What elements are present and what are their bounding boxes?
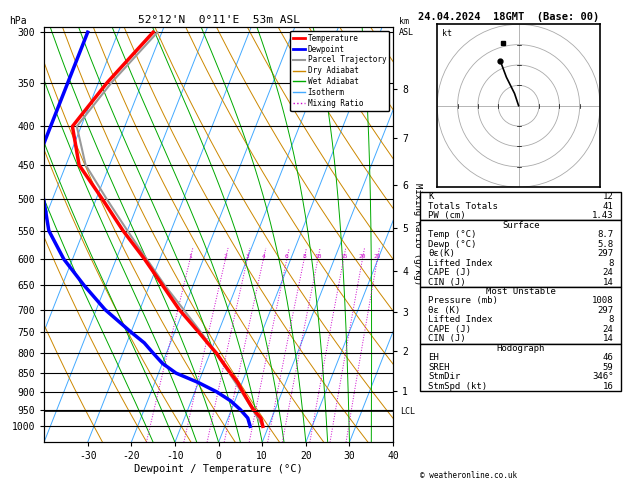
Text: Surface: Surface <box>502 221 540 230</box>
Text: Totals Totals: Totals Totals <box>428 202 498 211</box>
Text: 346°: 346° <box>592 372 613 382</box>
Text: CIN (J): CIN (J) <box>428 334 466 344</box>
Text: Temp (°C): Temp (°C) <box>428 230 477 239</box>
Text: θε(K): θε(K) <box>428 249 455 258</box>
Text: Lifted Index: Lifted Index <box>428 315 493 325</box>
Text: Pressure (mb): Pressure (mb) <box>428 296 498 306</box>
Text: θε (K): θε (K) <box>428 306 460 315</box>
Text: © weatheronline.co.uk: © weatheronline.co.uk <box>420 471 517 480</box>
Text: 24: 24 <box>603 325 613 334</box>
Text: 1: 1 <box>188 254 192 259</box>
Text: 297: 297 <box>598 306 613 315</box>
Text: SREH: SREH <box>428 363 450 372</box>
Text: Dewp (°C): Dewp (°C) <box>428 240 477 249</box>
Title: 52°12'N  0°11'E  53m ASL: 52°12'N 0°11'E 53m ASL <box>138 15 299 25</box>
Text: 20: 20 <box>359 254 366 259</box>
Text: 1.43: 1.43 <box>592 211 613 220</box>
Text: 15: 15 <box>340 254 347 259</box>
Text: 16: 16 <box>603 382 613 391</box>
Text: 46: 46 <box>603 353 613 363</box>
Text: 41: 41 <box>603 202 613 211</box>
Text: 8: 8 <box>608 259 613 268</box>
Y-axis label: Mixing Ratio (g/kg): Mixing Ratio (g/kg) <box>413 183 422 286</box>
Legend: Temperature, Dewpoint, Parcel Trajectory, Dry Adiabat, Wet Adiabat, Isotherm, Mi: Temperature, Dewpoint, Parcel Trajectory… <box>290 31 389 111</box>
Text: 2: 2 <box>223 254 227 259</box>
Text: km
ASL: km ASL <box>399 17 414 37</box>
Text: 8: 8 <box>303 254 306 259</box>
Text: 8.7: 8.7 <box>598 230 613 239</box>
Text: 12: 12 <box>603 192 613 201</box>
Text: Lifted Index: Lifted Index <box>428 259 493 268</box>
Text: 10: 10 <box>314 254 321 259</box>
Text: Most Unstable: Most Unstable <box>486 287 556 296</box>
Text: 1008: 1008 <box>592 296 613 306</box>
Text: 24.04.2024  18GMT  (Base: 00): 24.04.2024 18GMT (Base: 00) <box>418 12 599 22</box>
Text: 24: 24 <box>603 268 613 277</box>
Text: StmSpd (kt): StmSpd (kt) <box>428 382 487 391</box>
Text: 3: 3 <box>245 254 249 259</box>
Text: CAPE (J): CAPE (J) <box>428 268 471 277</box>
Text: 297: 297 <box>598 249 613 258</box>
Text: CIN (J): CIN (J) <box>428 278 466 287</box>
Text: 59: 59 <box>603 363 613 372</box>
Text: StmDir: StmDir <box>428 372 460 382</box>
Text: LCL: LCL <box>400 407 415 416</box>
Text: Hodograph: Hodograph <box>497 344 545 353</box>
Text: 6: 6 <box>285 254 289 259</box>
X-axis label: Dewpoint / Temperature (°C): Dewpoint / Temperature (°C) <box>134 464 303 474</box>
Text: 14: 14 <box>603 334 613 344</box>
Text: 4: 4 <box>262 254 265 259</box>
Text: EH: EH <box>428 353 439 363</box>
Text: 8: 8 <box>608 315 613 325</box>
Text: kt: kt <box>442 29 452 38</box>
Text: 25: 25 <box>374 254 381 259</box>
Text: CAPE (J): CAPE (J) <box>428 325 471 334</box>
Text: PW (cm): PW (cm) <box>428 211 466 220</box>
Text: 14: 14 <box>603 278 613 287</box>
Text: 5.8: 5.8 <box>598 240 613 249</box>
Text: hPa: hPa <box>9 16 27 26</box>
Text: K: K <box>428 192 433 201</box>
